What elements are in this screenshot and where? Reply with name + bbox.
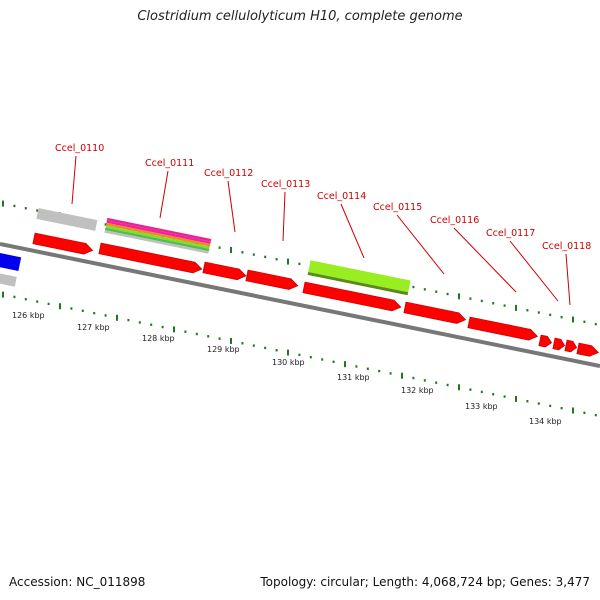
gene-pointer-line [509, 240, 559, 302]
cds-arrow[interactable] [403, 301, 467, 325]
cds-arrow[interactable] [302, 281, 402, 313]
gene-pointer-line [453, 227, 517, 293]
cds-arrow[interactable] [98, 242, 203, 274]
gene-label[interactable]: Ccel_0116 [430, 215, 479, 226]
kbp-label: 129 kbp [207, 345, 240, 354]
kbp-label: 126 kbp [12, 311, 45, 320]
gene-pointer-line [396, 214, 445, 275]
gene-label[interactable]: Ccel_0118 [542, 241, 591, 252]
kbp-label: 130 kbp [272, 358, 305, 367]
cds-arrow[interactable] [576, 342, 600, 358]
gray-feature-0110[interactable] [36, 208, 98, 231]
gene-label[interactable]: Ccel_0114 [317, 191, 366, 202]
gray-feature-left[interactable] [0, 273, 17, 287]
gene-label[interactable]: Ccel_0111 [145, 158, 194, 169]
gene-pointer-line [282, 191, 286, 242]
gene-pointer-line [565, 253, 571, 306]
gene-label[interactable]: Ccel_0110 [55, 143, 104, 154]
gene-label[interactable]: Ccel_0113 [261, 179, 310, 190]
genome-backbone [0, 242, 600, 368]
striped-feature-0111[interactable] [104, 217, 212, 254]
gene-label-group: Ccel_0110 Ccel_0111 Ccel_0112 Ccel_0113 Ccel… [55, 143, 591, 306]
gene-pointer-line [159, 170, 169, 219]
selected-feature-0114[interactable] [307, 260, 411, 296]
kbp-label: 132 kbp [401, 386, 434, 395]
kbp-label: 134 kbp [529, 417, 562, 426]
kbp-label-group: 126 kbp 127 kbp 128 kbp 129 kbp 130 kbp 131 k… [12, 311, 562, 426]
gene-pointer-line [71, 155, 77, 205]
gene-pointer-line [340, 203, 365, 259]
blue-feature[interactable] [0, 252, 22, 272]
cds-arrow[interactable] [564, 339, 578, 353]
cds-arrow[interactable] [552, 337, 566, 351]
gene-label[interactable]: Ccel_0115 [373, 202, 422, 213]
map-title: Clostridium cellulolyticum H10, complete… [137, 9, 463, 24]
lower-tick-row [2, 291, 597, 417]
cds-arrow[interactable] [32, 232, 94, 256]
kbp-label: 128 kbp [142, 334, 175, 343]
genome-summary-text: Topology: circular; Length: 4,068,724 bp… [260, 575, 590, 589]
gene-label[interactable]: Ccel_0112 [204, 168, 253, 179]
kbp-label: 131 kbp [337, 373, 370, 382]
cds-arrow[interactable] [245, 269, 299, 291]
cds-arrows [32, 232, 600, 358]
cds-arrow[interactable] [538, 334, 553, 348]
gene-pointer-line [227, 180, 236, 233]
gene-label[interactable]: Ccel_0117 [486, 228, 535, 239]
cds-arrow[interactable] [202, 261, 247, 281]
accession-text: Accession: NC_011898 [9, 575, 146, 589]
kbp-label: 127 kbp [77, 323, 110, 332]
cds-arrow[interactable] [467, 316, 539, 342]
kbp-label: 133 kbp [465, 402, 498, 411]
